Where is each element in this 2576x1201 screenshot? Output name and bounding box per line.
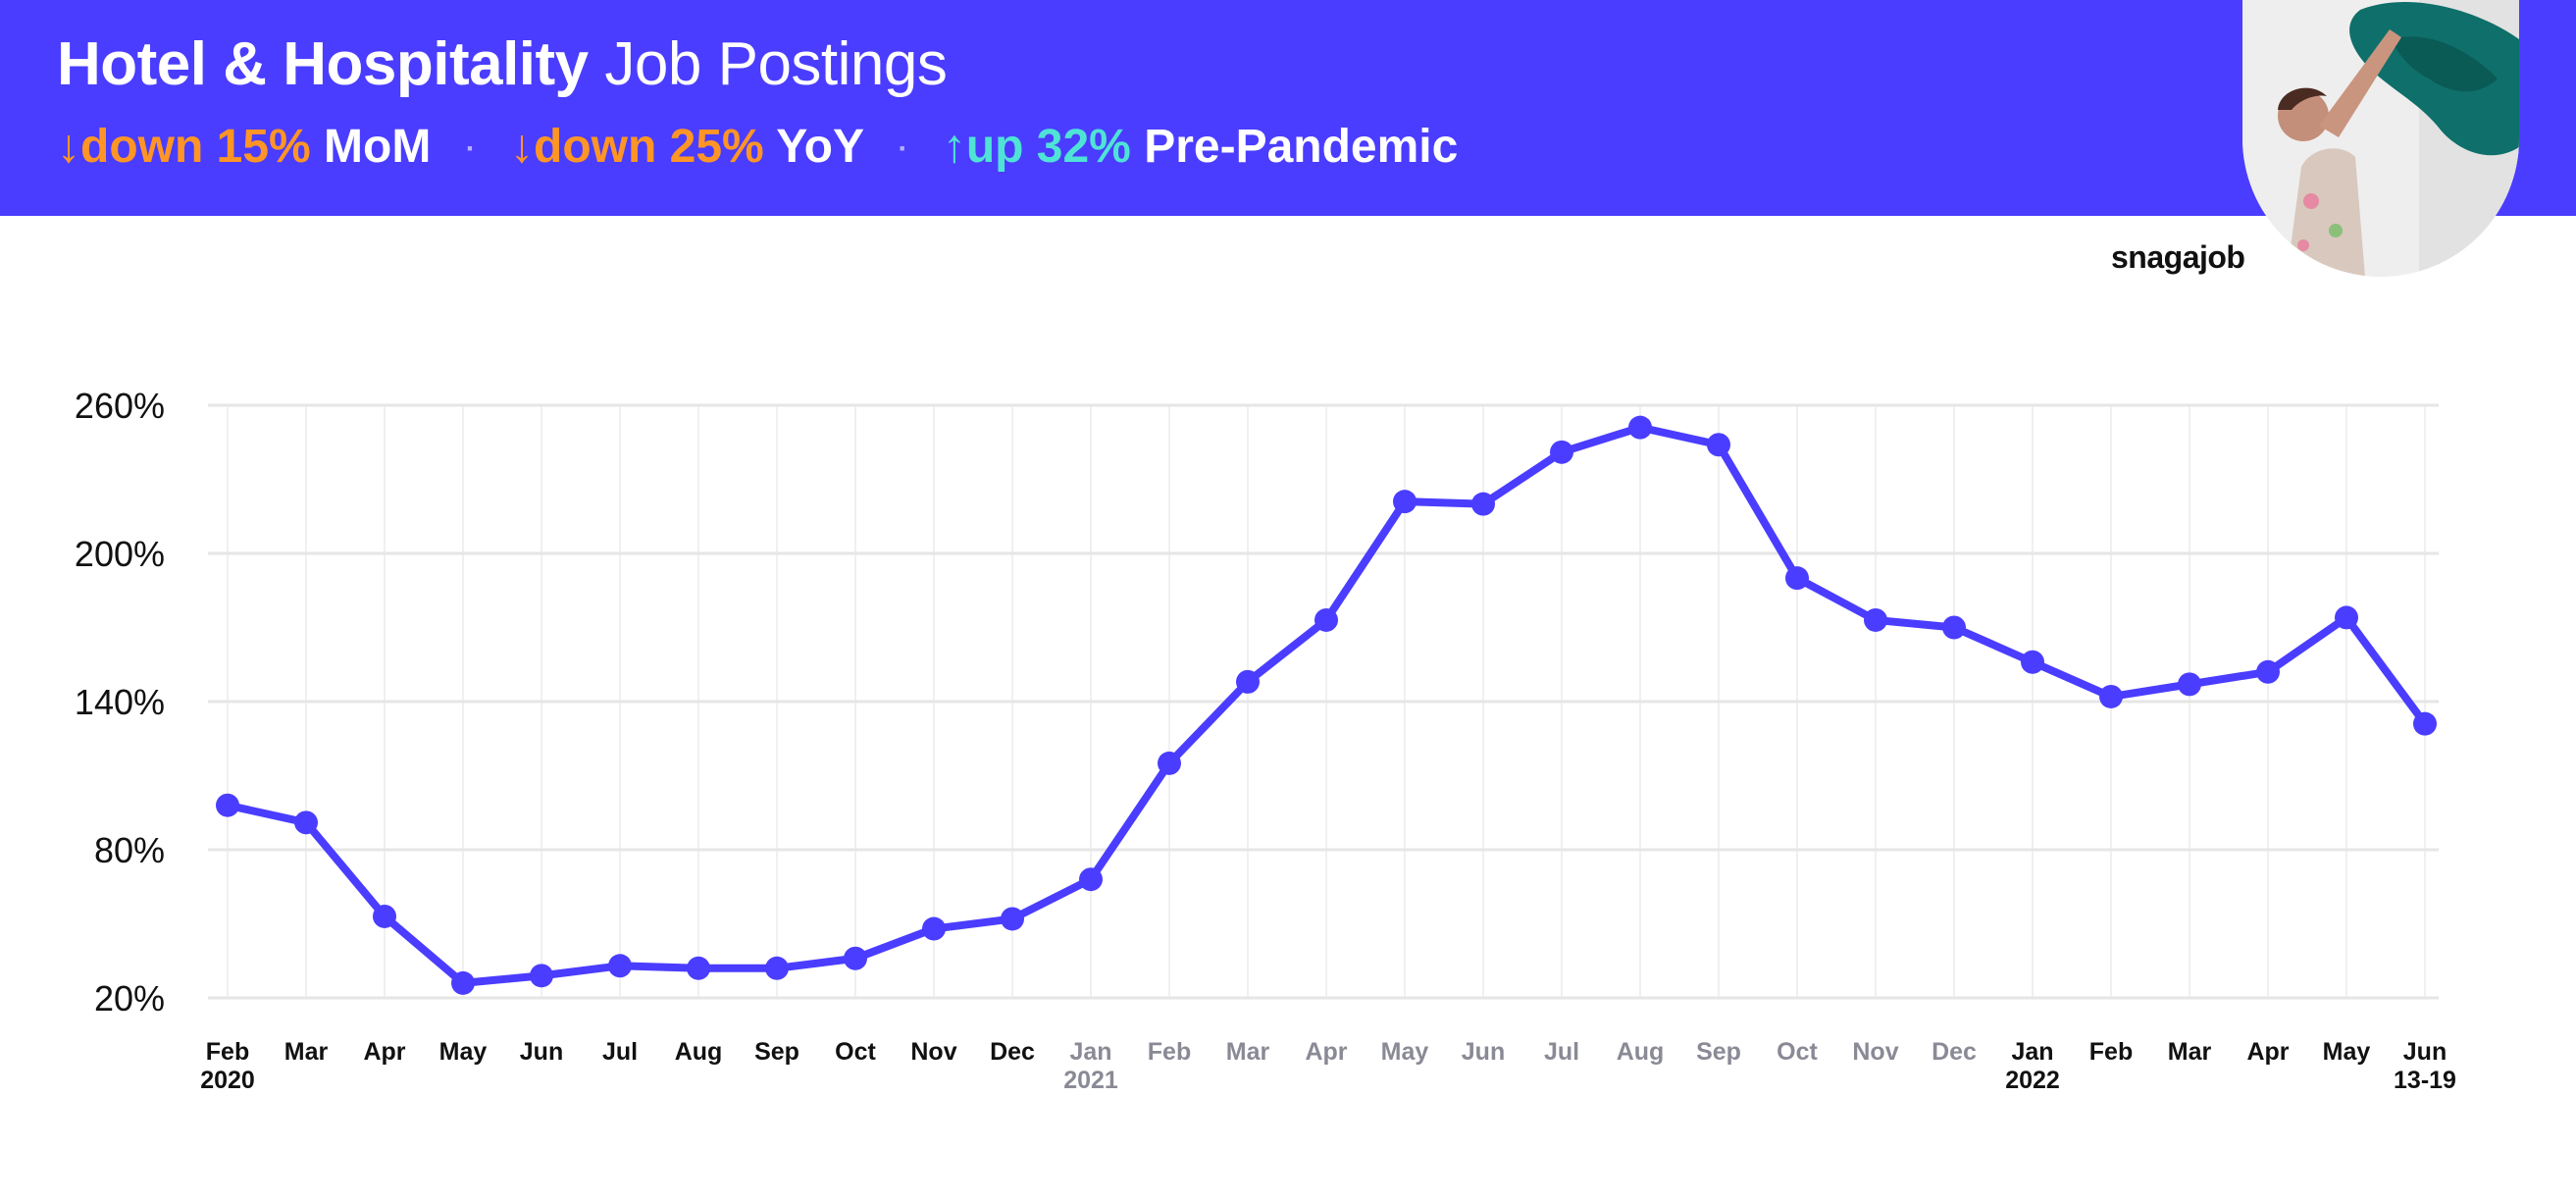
data-point	[1236, 669, 1260, 694]
data-point	[216, 793, 239, 817]
worker-illustration-icon	[2242, 0, 2519, 277]
x-tick-label: May	[1381, 1038, 1429, 1066]
data-point	[1393, 490, 1417, 514]
x-tick-label: Dec	[990, 1038, 1035, 1066]
x-tick-label: Dec	[1932, 1038, 1977, 1066]
stat-prepandemic-value: up 32%	[965, 121, 1131, 173]
title-bold: Hotel & Hospitality	[57, 30, 589, 98]
page-title: Hotel & Hospitality Job Postings	[57, 29, 948, 99]
stat-mom-label: MoM	[324, 121, 432, 173]
data-point	[1001, 907, 1024, 931]
data-point	[608, 954, 632, 978]
grid	[208, 403, 2439, 1000]
snagajob-logo: snagajob	[2111, 239, 2245, 275]
x-tick-sublabel: 13-19	[2394, 1067, 2456, 1094]
x-tick-sublabel: 2022	[2005, 1067, 2060, 1094]
stat-yoy-label: YoY	[776, 121, 864, 173]
y-tick-label: 200%	[75, 534, 165, 574]
x-tick-label: Nov	[910, 1038, 956, 1066]
x-tick-label: Oct	[835, 1038, 876, 1066]
data-point	[1314, 607, 1338, 632]
data-point	[2099, 684, 2123, 708]
x-tick-label: Mar	[1226, 1038, 1270, 1066]
y-tick-label: 140%	[75, 682, 165, 722]
data-point	[1785, 566, 1809, 591]
down-arrow-icon: ↓	[510, 121, 535, 173]
stat-prepandemic-label: Pre-Pandemic	[1144, 121, 1459, 173]
x-tick-label: Jul	[1544, 1038, 1579, 1066]
x-tick-label: Apr	[363, 1038, 405, 1066]
x-tick-label: Jan	[2011, 1038, 2053, 1066]
x-tick-label: Apr	[2246, 1038, 2289, 1066]
x-tick-label: Jun	[520, 1038, 563, 1066]
data-point	[1864, 607, 1887, 632]
data-point	[2178, 672, 2201, 697]
data-point	[1471, 492, 1495, 516]
data-point	[1079, 867, 1103, 892]
data-point	[1628, 415, 1652, 440]
data-point	[1550, 440, 1573, 464]
x-tick-label: May	[439, 1038, 488, 1066]
data-point	[1707, 433, 1730, 457]
header-banner	[0, 0, 2576, 216]
x-tick-label: Aug	[675, 1038, 723, 1066]
y-axis: 20% 80% 140% 200% 260%	[75, 386, 165, 1018]
data-point	[1158, 751, 1181, 775]
data-point	[1942, 615, 1966, 640]
stat-yoy-value: down 25%	[534, 121, 764, 173]
data-point	[2256, 659, 2280, 684]
y-tick-label: 80%	[94, 830, 165, 870]
x-tick-label: Oct	[1777, 1038, 1818, 1066]
stat-mom: ↓down 15% MoM	[57, 121, 444, 173]
data-point	[530, 964, 553, 988]
stat-mom-value: down 15%	[80, 121, 311, 173]
data-point	[922, 916, 946, 941]
data-point	[687, 956, 710, 980]
data-point	[765, 956, 789, 980]
data-point	[844, 946, 867, 970]
data-point	[294, 810, 318, 835]
x-tick-label: Jun	[2403, 1038, 2447, 1066]
x-tick-label: Nov	[1852, 1038, 1898, 1066]
y-tick-label: 260%	[75, 386, 165, 426]
y-tick-label: 20%	[94, 978, 165, 1018]
x-tick-label: May	[2323, 1038, 2371, 1066]
stats-row: ↓down 15% MoM · ↓down 25% YoY · ↑up 32% …	[57, 120, 1458, 174]
x-tick-label: Mar	[284, 1038, 329, 1066]
x-tick-label: Apr	[1305, 1038, 1347, 1066]
down-arrow-icon: ↓	[57, 121, 80, 173]
x-tick-label: Feb	[1148, 1038, 1191, 1066]
x-tick-label: Mar	[2168, 1038, 2212, 1066]
title-light: Job Postings	[604, 30, 948, 98]
stat-yoy: ↓down 25% YoY	[497, 121, 877, 173]
stat-separator: ·	[465, 132, 476, 166]
x-tick-label: Aug	[1617, 1038, 1665, 1066]
data-point	[2021, 650, 2044, 674]
x-tick-sublabel: 2020	[200, 1067, 255, 1094]
x-tick-label: Feb	[206, 1038, 249, 1066]
data-point	[373, 904, 396, 928]
up-arrow-icon: ↑	[942, 121, 966, 173]
x-tick-label: Sep	[754, 1038, 799, 1066]
data-point	[2413, 711, 2437, 736]
x-tick-label: Sep	[1696, 1038, 1741, 1066]
x-tick-label: Jul	[602, 1038, 638, 1066]
stat-separator: ·	[898, 132, 908, 166]
series	[216, 415, 2437, 995]
x-tick-label: Jun	[1462, 1038, 1505, 1066]
data-point	[2335, 605, 2358, 630]
x-tick-sublabel: 2021	[1063, 1067, 1118, 1094]
data-point	[451, 970, 475, 995]
worker-photo	[2242, 0, 2519, 277]
stat-prepandemic: ↑up 32% Pre-Pandemic	[929, 121, 1459, 173]
x-tick-label: Jan	[1069, 1038, 1111, 1066]
x-tick-label: Feb	[2089, 1038, 2133, 1066]
